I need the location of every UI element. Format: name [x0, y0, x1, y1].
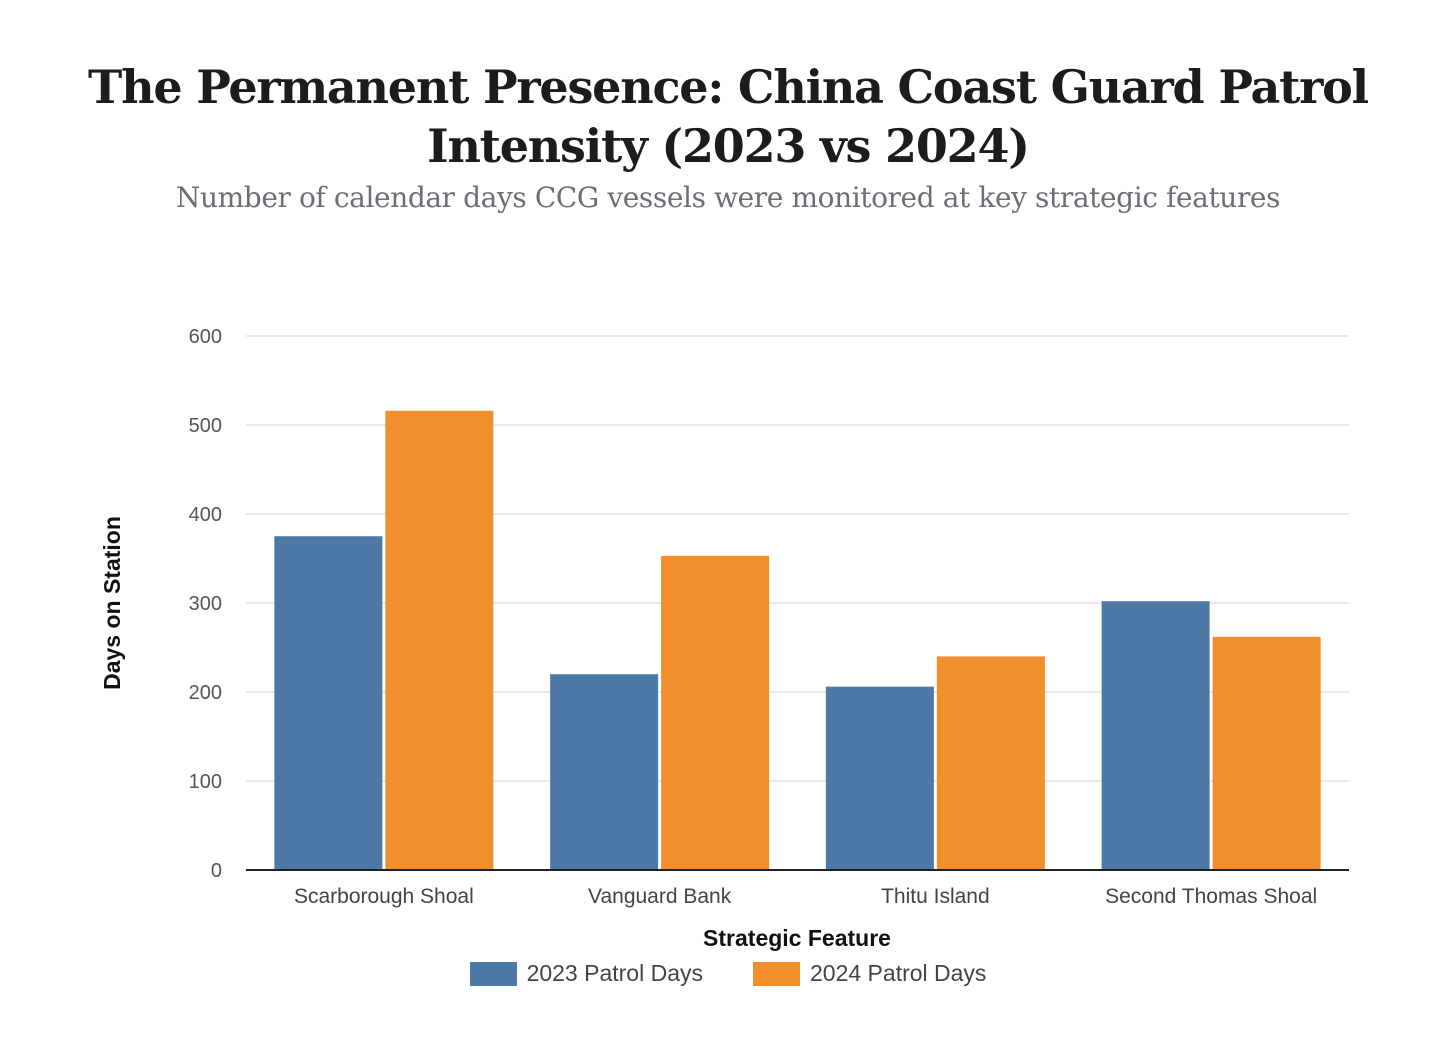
y-axis-title: Days on Station [99, 516, 125, 690]
bar-2024-second-thomas-shoal[interactable] [1212, 636, 1321, 870]
legend-label-2023: 2023 Patrol Days [526, 960, 703, 986]
legend-swatch-2024 [753, 961, 800, 986]
y-tick-label: 600 [189, 326, 222, 348]
legend: 2023 Patrol Days 2024 Patrol Days [0, 960, 1456, 987]
legend-item-2023[interactable]: 2023 Patrol Days [469, 960, 703, 987]
x-tick-label: Thitu Island [881, 885, 990, 908]
x-tick-label: Vanguard Bank [588, 885, 732, 908]
legend-label-2024: 2024 Patrol Days [810, 960, 987, 986]
bar-2023-thitu-island[interactable] [825, 686, 934, 870]
bar-2024-thitu-island[interactable] [936, 656, 1045, 870]
y-tick-label: 200 [189, 682, 222, 704]
y-tick-label: 0 [211, 860, 222, 882]
axes: 0 100 200 300 400 500 600 Scarborough Shoal Vang… [189, 326, 1349, 908]
bar-2024-vanguard-bank[interactable] [661, 555, 770, 870]
bars [274, 410, 1321, 870]
chart-subtitle: Number of calendar days CCG vessels were… [175, 181, 1281, 214]
y-tick-label: 500 [189, 415, 222, 437]
bar-2023-second-thomas-shoal[interactable] [1101, 601, 1210, 870]
y-tick-label: 100 [189, 771, 222, 793]
x-tick-label: Scarborough Shoal [294, 885, 474, 908]
y-tick-label: 300 [189, 593, 222, 615]
bar-2024-scarborough-shoal[interactable] [385, 410, 494, 870]
legend-swatch-2023 [469, 961, 517, 986]
x-tick-label: Second Thomas Shoal [1105, 885, 1317, 908]
bar-2023-scarborough-shoal[interactable] [274, 536, 383, 870]
x-axis-title: Strategic Feature [703, 925, 891, 951]
legend-item-2024[interactable]: 2024 Patrol Days [753, 960, 986, 987]
chart-title: The Permanent Presence: China Coast Guar… [88, 60, 1369, 173]
bar-2023-vanguard-bank[interactable] [550, 674, 659, 870]
y-tick-label: 400 [189, 504, 222, 526]
